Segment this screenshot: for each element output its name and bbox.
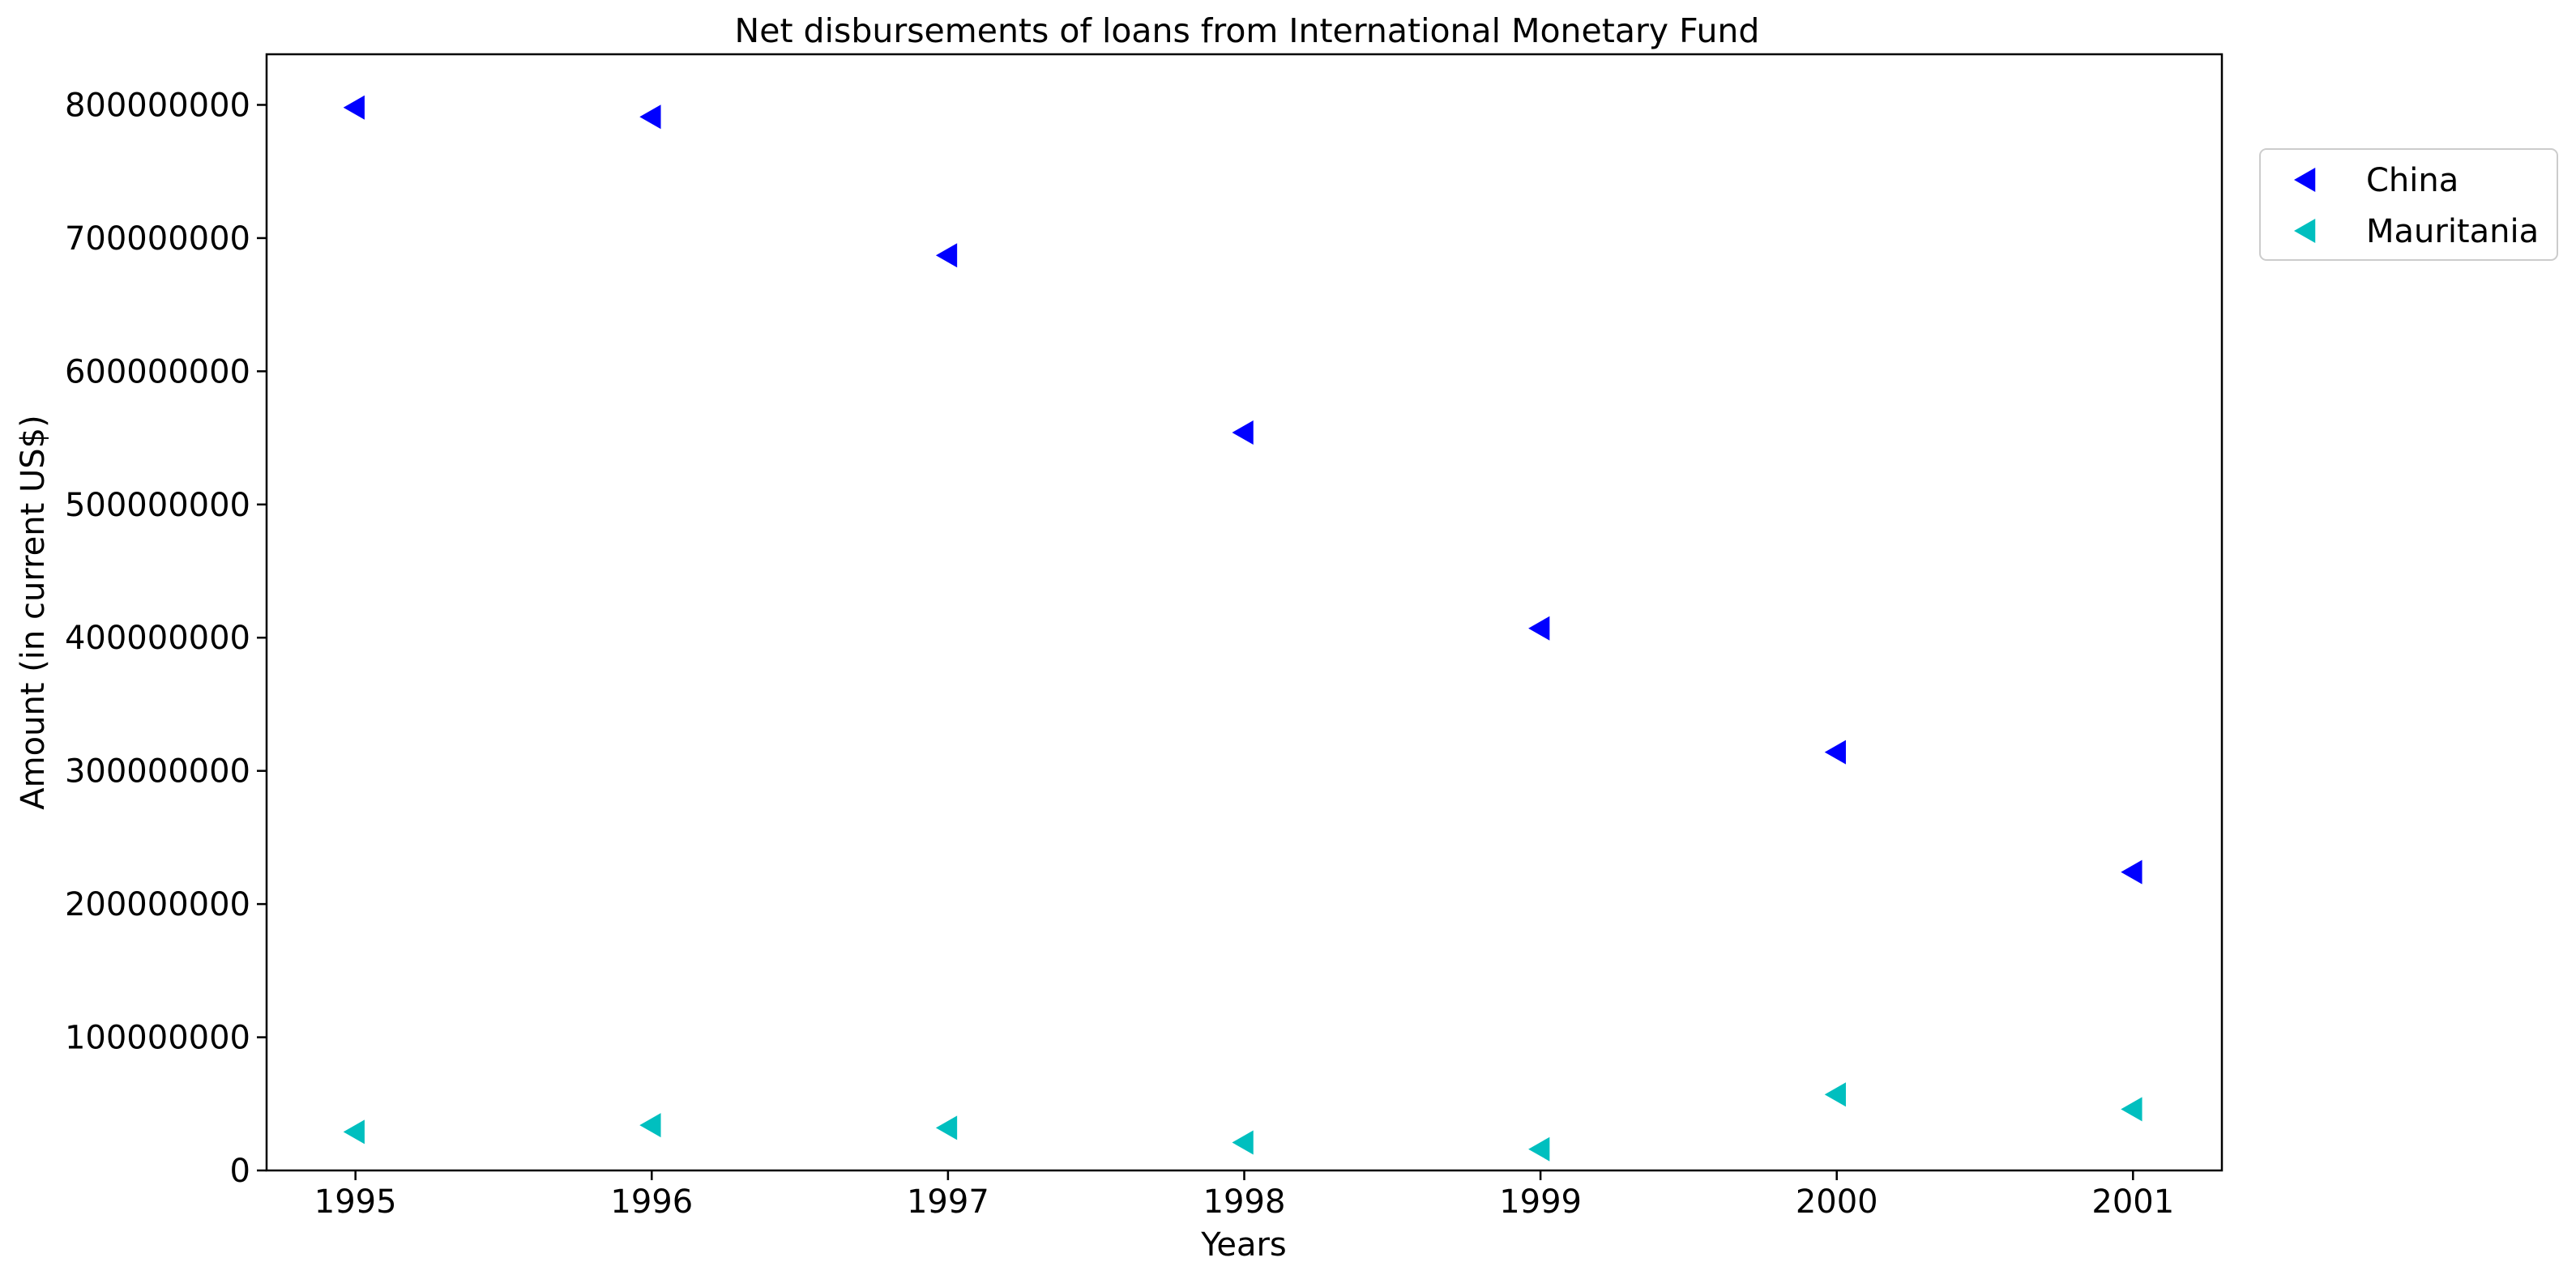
legend-marker-mauritania: [2294, 219, 2316, 243]
y-axis-ticks: 0 100000000 200000000 300000000 400000000 500…: [65, 87, 267, 1190]
legend: China Mauritania: [2259, 148, 2558, 261]
legend-box: [2259, 148, 2558, 261]
marker-china-1998: [1232, 420, 1254, 446]
legend-label-mauritania: Mauritania: [2366, 213, 2539, 250]
x-axis-ticks: 1995 1996 1997 1998 1999 2000 2001: [314, 1170, 2174, 1221]
y-tick-label: 800000000: [65, 87, 250, 124]
data-markers: [343, 95, 2142, 1162]
y-tick-label: 0: [230, 1153, 250, 1190]
marker-china-2000: [1824, 740, 1846, 765]
marker-mauritania-2001: [2121, 1097, 2142, 1122]
marker-mauritania-1997: [935, 1115, 958, 1140]
x-tick-label: 1999: [1499, 1183, 1582, 1221]
marker-mauritania-1998: [1232, 1130, 1254, 1155]
y-tick-label: 200000000: [65, 886, 250, 923]
y-tick-label: 300000000: [65, 753, 250, 791]
marker-mauritania-1995: [343, 1119, 365, 1145]
x-tick-label: 2000: [1796, 1183, 1878, 1221]
plot-area-frame: [265, 53, 2224, 1172]
legend-marker-china: [2294, 168, 2316, 192]
marker-mauritania-1996: [639, 1113, 661, 1138]
marker-china-2001: [2121, 859, 2142, 885]
x-tick-label: 1997: [907, 1183, 989, 1221]
x-tick-label: 1995: [314, 1183, 397, 1221]
marker-china-1996: [639, 104, 661, 130]
x-axis-label: Years: [1200, 1226, 1287, 1264]
marker-china-1999: [1528, 616, 1550, 641]
x-tick-label: 1998: [1203, 1183, 1286, 1221]
y-tick-label: 700000000: [65, 220, 250, 258]
x-tick-label: 1996: [610, 1183, 693, 1221]
y-tick-label: 100000000: [65, 1020, 250, 1057]
marker-china-1997: [935, 243, 958, 268]
chart-title: Net disbursements of loans from Internat…: [735, 11, 1760, 50]
x-tick-label: 2001: [2091, 1183, 2174, 1221]
marker-mauritania-1999: [1528, 1136, 1550, 1162]
marker-china-1995: [343, 95, 365, 120]
y-tick-label: 400000000: [65, 620, 250, 657]
y-axis-label: Amount (in current US$): [15, 415, 52, 809]
y-tick-label: 500000000: [65, 487, 250, 524]
legend-label-china: China: [2366, 162, 2459, 199]
marker-mauritania-2000: [1824, 1082, 1846, 1107]
y-tick-label: 600000000: [65, 353, 250, 390]
